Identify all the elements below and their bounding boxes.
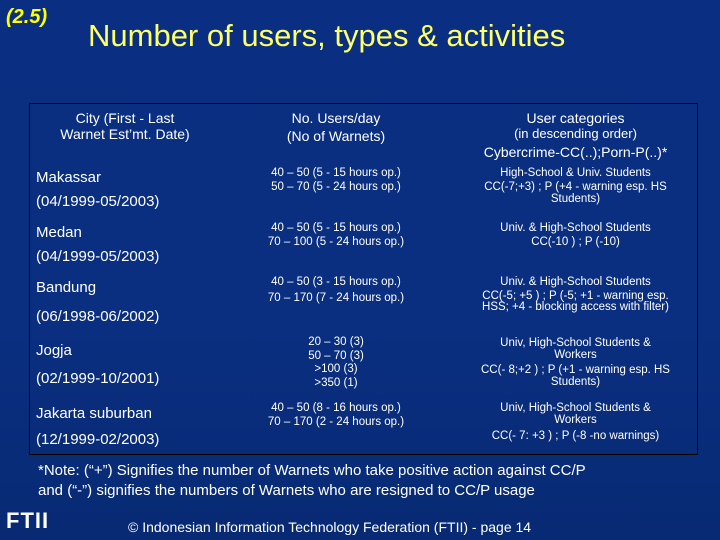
slide-number: (2.5) <box>6 6 48 28</box>
users-cell: 20 – 30 (3) 50 – 70 (3) >100 (3) >350 (1… <box>220 336 452 402</box>
categories-cell: Univ, High-School Students & Workers CC(… <box>452 401 699 455</box>
city-dates: (04/1999-05/2003) <box>36 248 160 265</box>
city-name: Jogja <box>36 342 72 359</box>
header-categories-line: Cybercrime-CC(..);Porn-P(..)* <box>483 144 668 160</box>
categories-cell: Univ. & High-School Students CC(-5; +5 )… <box>452 275 699 335</box>
header-city: City (First - Last Warnet Est’mt. Date) <box>30 110 220 168</box>
categories-line: Workers <box>554 414 597 426</box>
categories-line: Univ, High-School Students & <box>500 402 651 414</box>
header-categories: User categories (in descending order) Cy… <box>452 110 699 168</box>
header-city-line: City (First - Last <box>75 110 175 126</box>
categories-line: Univ. & High-School Students <box>500 222 651 234</box>
users-table: City (First - Last Warnet Est’mt. Date) … <box>29 103 698 455</box>
categories-cell: Univ. & High-School Students CC(-10 ) ; … <box>452 221 699 275</box>
footnote: *Note: (“+”) Signifies the number of War… <box>38 461 708 501</box>
users-line: 50 – 70 (3) <box>308 349 364 362</box>
users-cell: 40 – 50 (5 - 15 hours op.) 50 – 70 (5 - … <box>220 166 452 222</box>
categories-line: High-School & Univ. Students <box>500 167 651 179</box>
table-row: Jogja (02/1999-10/2001) 20 – 30 (3) 50 –… <box>30 336 697 402</box>
categories-line: CC(-5; +5 ) ; P (-5; +1 - warning esp. <box>482 290 669 302</box>
city-dates: (02/1999-10/2001) <box>36 370 160 387</box>
footnote-line: *Note: (“+”) Signifies the number of War… <box>38 462 586 479</box>
users-line: 70 – 170 (7 - 24 hours op.) <box>267 292 405 304</box>
city-cell: Makassar (04/1999-05/2003) <box>30 166 220 222</box>
users-line: >350 (1) <box>314 376 358 389</box>
categories-cell: High-School & Univ. Students CC(-7;+3) ;… <box>452 166 699 222</box>
city-name: Medan <box>36 224 82 241</box>
categories-line: Students) <box>550 376 601 388</box>
footnote-line: and (“-”) signifies the numbers of Warne… <box>38 482 535 499</box>
categories-line: HSS; +4 - blocking access with filter) <box>482 301 669 313</box>
users-line: 40 – 50 (8 - 16 hours op.) <box>271 402 401 414</box>
city-dates: (04/1999-05/2003) <box>36 193 160 210</box>
categories-line: CC(- 8;+2 ) ; P (+1 - warning esp. HS <box>481 364 670 376</box>
users-line: 40 – 50 (5 - 15 hours op.) <box>271 222 401 234</box>
table-header-row: City (First - Last Warnet Est’mt. Date) … <box>30 110 697 168</box>
categories-line: CC(-10 ) ; P (-10) <box>531 236 620 248</box>
users-line: 70 – 170 (2 - 24 hours op.) <box>267 416 405 428</box>
users-cell: 40 – 50 (5 - 15 hours op.) 70 – 100 (5 -… <box>220 221 452 275</box>
users-line: 40 – 50 (5 - 15 hours op.) <box>271 167 401 179</box>
city-cell: Jakarta suburban (12/1999-02/2003) <box>30 401 220 455</box>
categories-line: Univ. & High-School Students <box>500 276 651 288</box>
header-city-line: Warnet Est’mt. Date) <box>60 126 190 142</box>
table-row: Makassar (04/1999-05/2003) 40 – 50 (5 - … <box>30 166 697 222</box>
users-line: 40 – 50 (3 - 15 hours op.) <box>271 276 401 288</box>
table-row: Jakarta suburban (12/1999-02/2003) 40 – … <box>30 401 697 455</box>
header-categories-line: (in descending order) <box>514 126 637 141</box>
categories-line: Students) <box>550 193 601 205</box>
slide-title: Number of users, types & activities <box>88 18 566 53</box>
city-name: Bandung <box>36 279 97 296</box>
categories-line: CC(-7;+3) ; P (+4 - warning esp. HS <box>484 181 667 193</box>
footer-copyright: © Indonesian Information Technology Fede… <box>128 519 532 535</box>
header-categories-line: User categories <box>526 110 625 126</box>
city-dates: (12/1999-02/2003) <box>36 431 160 448</box>
users-line: 50 – 70 (5 - 24 hours op.) <box>271 181 401 193</box>
categories-line: Workers <box>554 349 597 361</box>
ftii-logo: FTII <box>6 508 50 533</box>
city-name: Makassar <box>36 169 102 186</box>
header-users-line: (No of Warnets) <box>286 128 386 144</box>
categories-cell: Univ, High-School Students & Workers CC(… <box>452 336 699 402</box>
table-row: Bandung (06/1998-06/2002) 40 – 50 (3 - 1… <box>30 275 697 335</box>
categories-line: Univ, High-School Students & <box>500 337 651 349</box>
header-users: No. Users/day (No of Warnets) <box>220 110 452 168</box>
city-cell: Medan (04/1999-05/2003) <box>30 221 220 275</box>
city-cell: Jogja (02/1999-10/2001) <box>30 336 220 402</box>
users-cell: 40 – 50 (8 - 16 hours op.) 70 – 170 (2 -… <box>220 401 452 455</box>
header-users-line: No. Users/day <box>291 110 381 126</box>
table-row: Medan (04/1999-05/2003) 40 – 50 (5 - 15 … <box>30 221 697 275</box>
users-line: 70 – 100 (5 - 24 hours op.) <box>267 236 405 248</box>
users-cell: 40 – 50 (3 - 15 hours op.) 70 – 170 (7 -… <box>220 275 452 335</box>
city-name: Jakarta suburban <box>36 405 152 422</box>
city-dates: (06/1998-06/2002) <box>36 308 160 325</box>
users-line: >100 (3) <box>314 363 358 375</box>
users-line: 20 – 30 (3) <box>308 336 364 348</box>
categories-line: CC(- 7: +3 ) ; P (-8 -no warnings) <box>491 430 660 442</box>
city-cell: Bandung (06/1998-06/2002) <box>30 275 220 335</box>
